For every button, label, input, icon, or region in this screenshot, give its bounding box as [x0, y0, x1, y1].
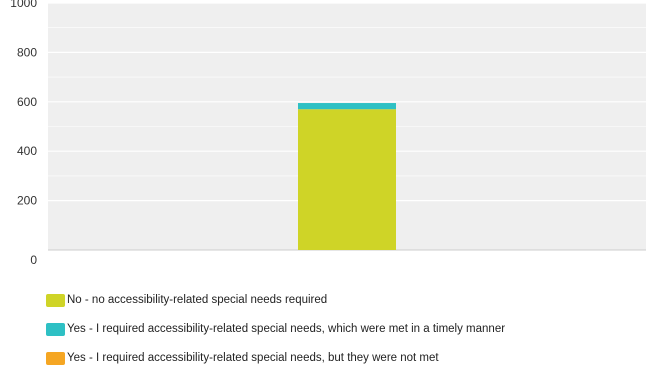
- y-tick-label-800: 800: [17, 45, 37, 59]
- legend-item-no-needs[interactable]: No - no accessibility-related special ne…: [46, 292, 505, 308]
- bar-segment-series-0[interactable]: [298, 109, 396, 251]
- legend: No - no accessibility-related special ne…: [46, 292, 505, 379]
- y-tick-label-200: 200: [17, 194, 37, 208]
- legend-item-needs-met[interactable]: Yes - I required accessibility-related s…: [46, 321, 505, 337]
- y-tick-label-0: 0: [30, 253, 37, 267]
- legend-swatch-needs-not-met: [46, 351, 65, 365]
- legend-label-needs-not-met: Yes - I required accessibility-related s…: [67, 352, 439, 364]
- stacked-bar-chart: 0 200 400 600 800 1000: [10, 0, 646, 267]
- y-tick-label-600: 600: [17, 95, 37, 109]
- legend-label-needs-met: Yes - I required accessibility-related s…: [67, 323, 506, 335]
- legend-label-no-needs: No - no accessibility-related special ne…: [67, 294, 328, 306]
- bar-segment-series-1[interactable]: [298, 103, 396, 110]
- legend-item-needs-not-met[interactable]: Yes - I required accessibility-related s…: [46, 350, 505, 366]
- bars: [298, 103, 396, 251]
- legend-swatch-no-needs: [46, 293, 65, 307]
- y-tick-label-1000: 1000: [10, 0, 37, 10]
- y-axis-tick-labels: 0 200 400 600 800 1000: [10, 0, 37, 267]
- y-tick-label-400: 400: [17, 144, 37, 158]
- legend-swatch-needs-met: [46, 322, 65, 336]
